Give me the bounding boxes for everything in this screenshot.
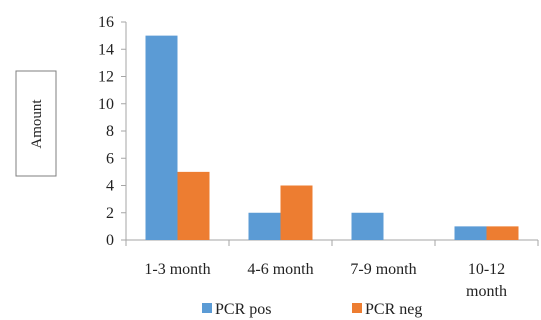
bar-pcr-pos-1	[248, 212, 281, 240]
y-axis-title-group: Amount	[15, 70, 57, 177]
y-axis-title: Amount	[29, 99, 45, 149]
y-tick-labels: 0 2 4 6 8 10 12 14 16	[98, 14, 126, 249]
bar-pcr-neg-0	[177, 171, 210, 240]
y-tick-label: 16	[98, 14, 114, 31]
x-tick-label: 10-12 month	[466, 261, 507, 300]
x-tick-label-line: month	[466, 283, 507, 300]
y-tick-label: 0	[106, 232, 114, 249]
legend-label: PCR neg	[365, 301, 422, 318]
legend: PCR pos PCR neg	[202, 301, 422, 318]
x-tick-label-line: 10-12	[468, 261, 505, 278]
bar-pcr-neg-1	[280, 185, 313, 240]
y-tick-label: 6	[106, 150, 114, 167]
x-tick-label: 1-3 month	[144, 261, 210, 278]
x-tick-label-line: 4-6 month	[247, 261, 313, 278]
y-tick-label: 4	[106, 178, 114, 195]
legend-label: PCR pos	[215, 301, 271, 318]
x-tick-labels: 1-3 month 4-6 month 7-9 month 10-12 month	[144, 261, 507, 300]
x-tick-label-line: 7-9 month	[350, 261, 416, 278]
y-tick-label: 14	[98, 41, 114, 58]
bar-pcr-pos-0	[145, 35, 178, 240]
bars	[145, 35, 519, 240]
bar-pcr-pos-3	[454, 226, 487, 240]
y-tick-label: 10	[98, 96, 114, 113]
x-tick-label: 7-9 month	[350, 261, 416, 278]
y-tick-label: 2	[106, 205, 114, 222]
bar-pcr-neg-3	[486, 226, 519, 240]
legend-swatch	[352, 303, 362, 313]
legend-swatch	[202, 303, 212, 313]
bar-pcr-pos-2	[351, 212, 384, 240]
y-tick-label: 8	[106, 123, 114, 140]
x-tick-label: 4-6 month	[247, 261, 313, 278]
y-axis-title-box	[15, 70, 57, 177]
x-tick-label-line: 1-3 month	[144, 261, 210, 278]
y-tick-label: 12	[98, 69, 114, 86]
